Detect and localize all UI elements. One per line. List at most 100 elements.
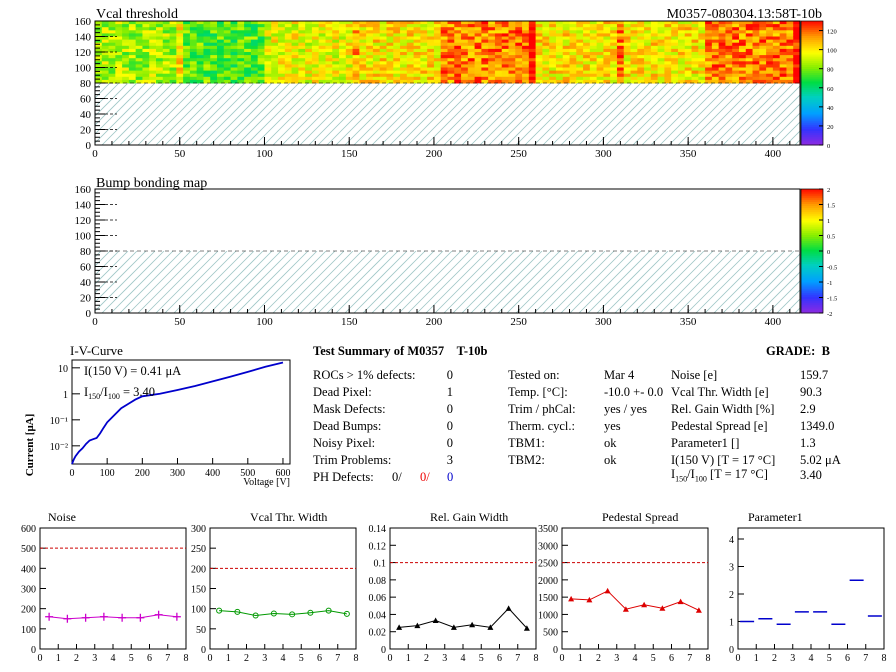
heatmap-cell xyxy=(379,67,387,72)
heatmap-cell xyxy=(264,64,272,68)
hatch-line xyxy=(353,251,417,313)
heatmap-cell xyxy=(698,21,706,25)
heatmap-cell xyxy=(698,67,706,72)
heatmap-cell xyxy=(345,58,354,62)
heatmap-cell xyxy=(176,33,184,37)
heatmap-cell xyxy=(772,39,781,44)
heatmap-cell xyxy=(393,39,401,44)
heatmap-cell xyxy=(461,30,469,34)
heatmap-cell xyxy=(677,33,686,37)
heatmap-cell xyxy=(284,76,293,81)
hatch-line xyxy=(0,251,11,313)
heatmap-cell xyxy=(325,73,333,78)
heatmap-cell xyxy=(176,79,184,84)
heatmap-cell xyxy=(257,67,265,72)
palette-tick-label: 0 xyxy=(827,249,830,256)
heatmap-cell xyxy=(162,64,171,68)
heatmap-cell xyxy=(515,48,523,53)
heatmap-cell xyxy=(637,33,645,37)
heatmap-cell xyxy=(122,39,130,44)
heatmap-cell xyxy=(793,79,801,84)
roc-y-tick-label: 300 xyxy=(21,585,36,596)
heatmap-cell xyxy=(183,21,191,25)
heatmap-cell xyxy=(366,27,374,31)
heatmap-cell xyxy=(596,70,604,75)
palette-tick-label: 120 xyxy=(827,29,837,36)
heatmap-cell xyxy=(759,61,767,65)
heatmap-cell xyxy=(447,45,455,50)
heatmap-cell xyxy=(169,76,177,81)
roc-y-tick-label: 100 xyxy=(191,605,206,616)
hatch-line xyxy=(164,251,228,313)
heatmap-cell xyxy=(501,27,510,31)
heatmap-cell xyxy=(311,70,320,75)
heatmap-cell xyxy=(528,79,537,84)
heatmap-cell xyxy=(481,42,489,47)
heatmap-cell xyxy=(793,52,801,56)
heatmap-cell xyxy=(664,52,672,56)
heatmap-cell xyxy=(528,58,537,62)
heatmap-cell xyxy=(440,42,448,47)
heatmap-cell xyxy=(461,64,469,68)
heatmap-cell xyxy=(691,64,699,68)
roc-chart-frame xyxy=(389,527,537,650)
palette-bin xyxy=(801,251,823,254)
heatmap-cell xyxy=(542,55,550,59)
heatmap-cell xyxy=(657,36,665,41)
heatmap-cell xyxy=(183,76,191,81)
heatmap-cell xyxy=(549,76,557,81)
hatch-line xyxy=(659,83,723,145)
heatmap-cell xyxy=(332,48,340,53)
heatmap-cell xyxy=(169,79,177,84)
palette-bin xyxy=(801,286,823,289)
heatmap-cell xyxy=(345,36,354,41)
heatmap-cell xyxy=(718,73,726,78)
heatmap-cell xyxy=(210,58,218,62)
heatmap-cell xyxy=(698,48,706,53)
heatmap-cell xyxy=(772,21,781,25)
heatmap-cell xyxy=(562,30,571,34)
hatch-line xyxy=(506,83,570,145)
heatmap-cell xyxy=(623,73,632,78)
heatmap-cell xyxy=(142,70,150,75)
palette-bin xyxy=(801,228,823,231)
x-tick-label: 400 xyxy=(765,316,782,328)
heatmap-cell xyxy=(128,42,137,47)
heatmap-cell xyxy=(671,45,679,50)
heatmap-cell xyxy=(583,79,591,84)
heatmap-cell xyxy=(339,67,347,72)
heatmap-cell xyxy=(372,52,381,56)
heatmap-cell xyxy=(372,27,381,31)
heatmap-cell xyxy=(257,61,265,65)
heatmap-cell xyxy=(210,30,218,34)
heatmap-cell xyxy=(291,61,299,65)
heatmap-cell xyxy=(549,52,557,56)
hatch-line xyxy=(776,289,800,313)
heatmap-cell xyxy=(555,21,564,25)
heatmap-cell xyxy=(149,42,157,47)
hatch-line xyxy=(704,251,768,313)
heatmap-cell xyxy=(135,58,143,62)
heatmap-cell xyxy=(386,67,394,72)
heatmap-cell xyxy=(779,55,787,59)
heatmap-cell xyxy=(725,55,733,59)
heatmap-cell xyxy=(644,42,652,47)
palette-bin xyxy=(801,224,823,227)
heatmap-cell xyxy=(210,36,218,41)
heatmap-cell xyxy=(345,42,354,47)
heatmap-cell xyxy=(176,70,184,75)
heatmap-cell xyxy=(467,73,476,78)
heatmap-cell xyxy=(318,61,326,65)
heatmap-cell xyxy=(718,48,726,53)
heatmap-cell xyxy=(732,76,740,81)
heatmap-cell xyxy=(210,73,218,78)
heatmap-cell xyxy=(616,45,625,50)
x-tick-label: 100 xyxy=(256,148,273,160)
heatmap-cell xyxy=(189,76,198,81)
heatmap-cell xyxy=(196,36,204,41)
palette-bin xyxy=(801,259,823,262)
heatmap-cell xyxy=(583,42,591,47)
heatmap-cell xyxy=(169,21,177,25)
heatmap-cell xyxy=(515,79,523,84)
heatmap-cell xyxy=(217,70,225,75)
